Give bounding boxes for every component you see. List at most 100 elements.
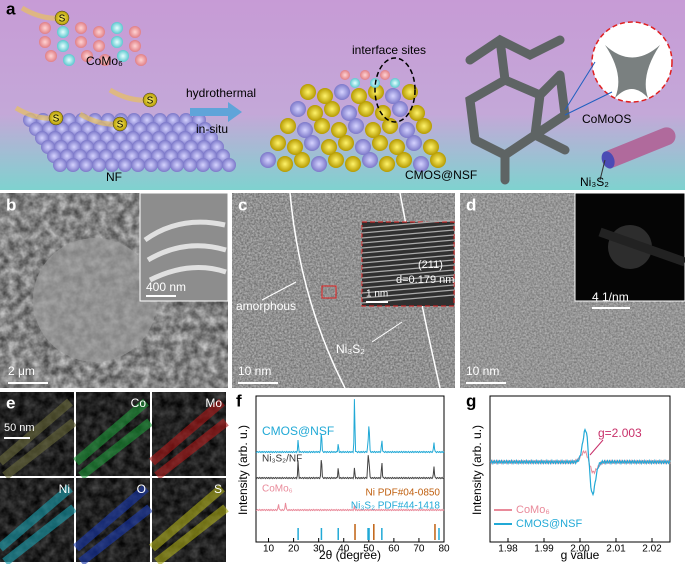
cmos-atom [334, 84, 350, 100]
como-atom [350, 78, 360, 88]
pointer [261, 281, 297, 301]
xrd-curve [255, 399, 445, 454]
mo-atom [63, 54, 75, 66]
ni-atom [144, 158, 158, 172]
scale-label: 2 μm [8, 364, 35, 378]
panel-letter: b [6, 195, 16, 214]
cmos-atom [351, 88, 367, 104]
map-rods [0, 398, 77, 480]
ni-atom [105, 158, 119, 172]
cmos-atom [270, 135, 286, 151]
fringe [361, 244, 455, 254]
scale-label: 10 nm [466, 364, 499, 378]
legend-label: CMOS@NSF [516, 518, 582, 530]
fringe [361, 259, 455, 269]
fringe [361, 249, 455, 259]
panel-letter: d [466, 195, 476, 214]
mo-atom [129, 26, 141, 38]
epr-curve [489, 427, 671, 497]
ni-atom [183, 158, 197, 172]
x-tick-label: 2.00 [570, 544, 590, 555]
mo-atom [81, 50, 93, 62]
label: CoMo₆ [86, 54, 123, 68]
cmos-atom [297, 122, 313, 138]
cmos-atom [304, 135, 320, 151]
label: Ni₃S₂ [580, 175, 609, 189]
cmos-atom [280, 118, 296, 134]
fringe [361, 229, 455, 239]
mo-atom [39, 36, 51, 48]
panel-letter: a [6, 0, 16, 18]
x-tick-label: 60 [388, 544, 400, 555]
ni-atom [53, 158, 67, 172]
x-tick-label: 50 [363, 544, 375, 555]
zoom-node [605, 45, 660, 98]
x-axis-label: 2θ (degree) [319, 548, 381, 562]
zoom-line [564, 91, 613, 116]
cmos-atom [409, 105, 425, 121]
annotation: g=2.003 [598, 426, 642, 440]
xrd-plot: 10 20 30 40 50 60 70 80 CMOS@NSF Ni₃S₂/NF CoMo₆ Ni … [255, 399, 450, 555]
s-label: S [59, 14, 66, 25]
x-tick-label: 2.01 [606, 544, 626, 555]
map-label: O [137, 482, 146, 496]
s-label: S [147, 96, 154, 107]
fringe [361, 239, 455, 249]
map-label: S [214, 482, 222, 496]
cmos-atom [277, 156, 293, 172]
cmos-atom [379, 156, 395, 172]
cmos-atom [341, 105, 357, 121]
cmos-atom [338, 135, 354, 151]
ref-label: Ni PDF#04-0850 [366, 488, 441, 499]
tube [601, 127, 676, 169]
arrow [190, 102, 242, 122]
cmos-atom [328, 152, 344, 168]
curve-label: CoMo₆ [262, 484, 293, 495]
beam-stop [598, 227, 685, 267]
como-atom [340, 70, 350, 80]
ni-atom [92, 158, 106, 172]
ni-atom [131, 158, 145, 172]
cmos-atom [372, 135, 388, 151]
curve-label: CMOS@NSF [262, 424, 334, 438]
ni-atom [118, 158, 132, 172]
cmos-atom [317, 88, 333, 104]
pointer [371, 321, 403, 343]
cmos-atom [368, 84, 384, 100]
mo-atom [117, 50, 129, 62]
framework [465, 34, 570, 185]
x-tick-label: 40 [338, 544, 350, 555]
interface-ring [374, 57, 416, 123]
cmos-atom [413, 156, 429, 172]
map-label: Mo [205, 396, 222, 410]
ref-label: Ni₃S₂ PDF#44-1418 [351, 501, 441, 512]
mo-atom [111, 36, 123, 48]
fringe [361, 254, 455, 264]
y-axis-label: Intensity (arb. u.) [236, 425, 250, 515]
cmos-atom [321, 139, 337, 155]
cmos-atom [355, 139, 371, 155]
xrd-curve [255, 502, 445, 512]
plot-frame [255, 395, 445, 543]
panel-letter: f [236, 391, 242, 410]
x-tick-label: 1.98 [498, 544, 518, 555]
scale-label: 50 nm [4, 422, 35, 434]
fringe [361, 279, 455, 289]
map-rods [73, 484, 153, 564]
fringe [361, 224, 455, 234]
pointer [599, 159, 606, 181]
cmos-atom [345, 156, 361, 172]
cmos-atom [294, 152, 310, 168]
x-tick-label: 80 [438, 544, 450, 555]
ni-atom [209, 158, 223, 172]
fringe [361, 289, 455, 299]
cmos-atom [287, 139, 303, 155]
fringe [361, 264, 455, 274]
ni-atom [170, 158, 184, 172]
cmos-atom [290, 101, 306, 117]
pointer [589, 439, 604, 456]
sulfur-atom [112, 116, 128, 132]
scale-label: 4 1/nm [592, 290, 629, 304]
label: Ni₃S₂ [336, 342, 365, 356]
x-tick-label: 70 [413, 544, 425, 555]
